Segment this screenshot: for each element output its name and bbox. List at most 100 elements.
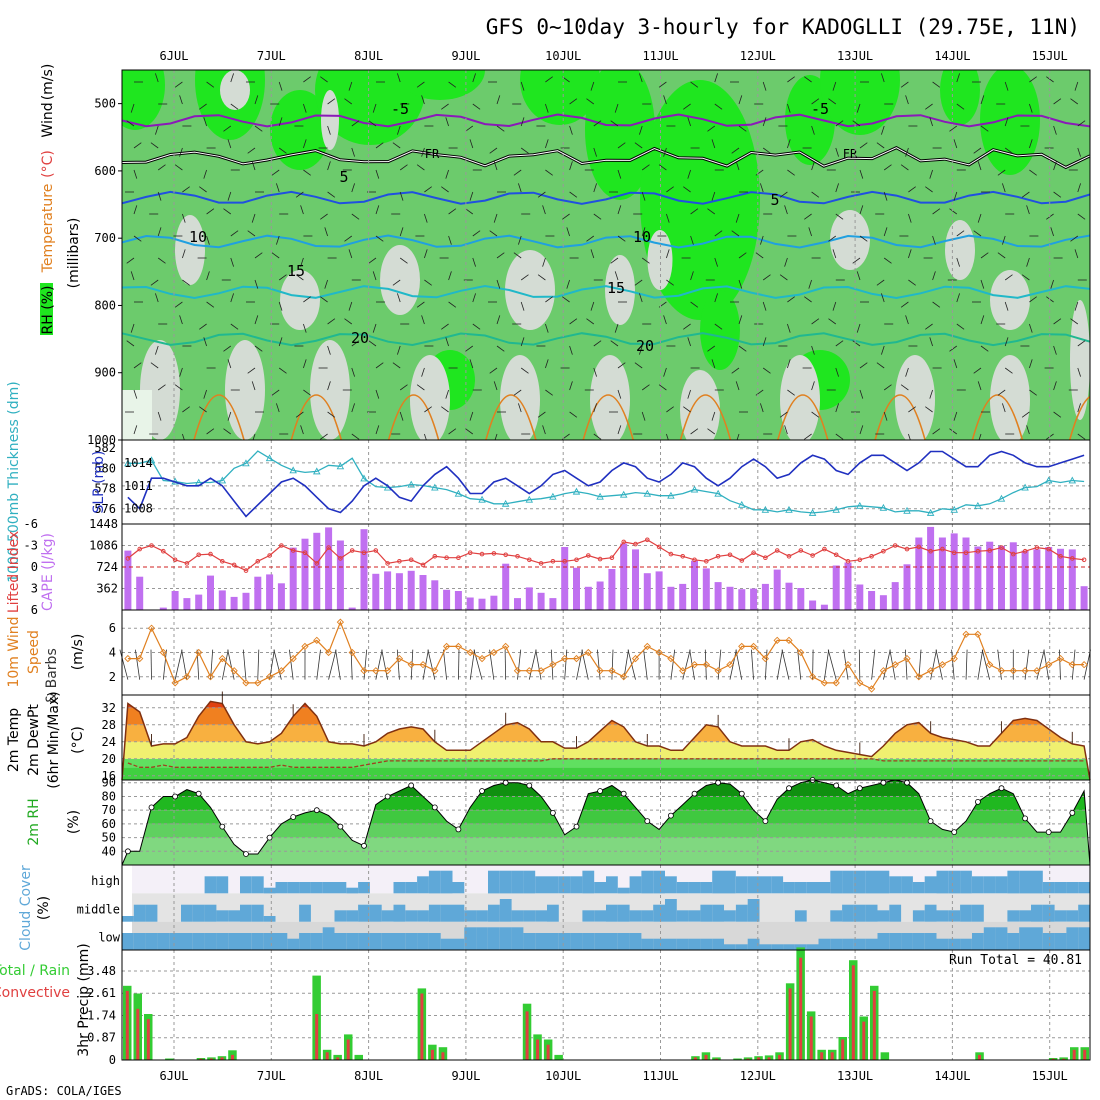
wind-barb — [133, 425, 138, 435]
wind-barb — [755, 252, 764, 259]
cape-bar — [348, 607, 356, 610]
rh-patch — [700, 290, 740, 370]
cloud-bar — [570, 933, 583, 950]
wind-barb — [881, 293, 885, 303]
cape-bar — [384, 571, 392, 610]
wind10m-point — [749, 642, 758, 651]
wind-barb — [566, 227, 570, 237]
wind-barb — [900, 384, 909, 391]
wind10m-point — [254, 679, 262, 687]
thickness-point — [619, 490, 628, 498]
wind-barb — [905, 147, 909, 157]
rh2m-point — [219, 823, 226, 830]
wind-barb — [1029, 103, 1033, 113]
cloud-bar — [181, 904, 193, 922]
cloud-bar — [889, 876, 902, 894]
cloud-bar — [582, 910, 595, 922]
wind-barb — [562, 296, 570, 303]
rh2m-point — [455, 826, 462, 833]
cloud-bar — [712, 904, 724, 922]
wind-barb — [1026, 425, 1030, 435]
thickness-point — [147, 456, 156, 464]
li-point — [845, 559, 851, 564]
wind-barb — [421, 315, 425, 325]
cloud-bar — [145, 904, 158, 922]
wind10m-point — [962, 630, 970, 638]
li-point — [987, 548, 993, 553]
wind-barb — [1050, 279, 1054, 289]
cape-bar — [750, 588, 758, 610]
rh-dry-patch — [280, 270, 320, 330]
cloud-bar — [417, 876, 429, 894]
cloud-bar — [145, 933, 158, 950]
wind10m-point — [856, 679, 864, 687]
cloud-bar — [830, 938, 843, 950]
wind-barb — [445, 389, 449, 399]
wind10m-point — [950, 654, 958, 663]
series-thickness-line — [127, 450, 1085, 514]
cloud-bar — [794, 944, 807, 950]
wind-barb — [663, 147, 667, 157]
wind-barb — [230, 230, 239, 237]
li-point — [527, 557, 532, 563]
li-point — [751, 550, 756, 556]
wind-barb — [206, 271, 210, 281]
wind-barb — [883, 649, 891, 680]
wind-barb — [513, 389, 522, 396]
convective-bar — [1062, 1058, 1066, 1060]
wind-barb — [182, 213, 186, 223]
rh2m-point — [738, 790, 745, 797]
wind-barb — [424, 279, 432, 286]
wind10m-point — [903, 654, 911, 663]
wind10m-point — [761, 654, 770, 663]
wind-barb — [441, 103, 449, 110]
cloud-bar — [641, 910, 654, 922]
cape-bar — [443, 589, 451, 610]
wind-barb — [320, 213, 328, 220]
date-label-top: 8JUL — [354, 49, 383, 63]
wind-barb — [762, 147, 771, 154]
li-point — [326, 545, 331, 550]
date-label-bottom: 15JUL — [1032, 1069, 1068, 1083]
wind-barb — [182, 279, 190, 286]
cloud-bar — [523, 870, 536, 894]
wind10m-point — [832, 679, 840, 687]
rh2m-point — [573, 823, 580, 830]
wind-barb — [566, 279, 570, 289]
wind-barb — [227, 411, 232, 421]
li-point — [963, 550, 969, 556]
li-point — [314, 561, 320, 566]
li-point — [479, 551, 485, 557]
wind-barb — [375, 235, 384, 242]
rh-dry-patch — [220, 70, 250, 110]
wind-barb — [835, 120, 844, 127]
wind-barb — [427, 649, 436, 680]
date-label-top: 7JUL — [257, 49, 286, 63]
wind-barb — [590, 81, 595, 91]
wind-barb — [230, 293, 234, 303]
thickness-point — [596, 492, 604, 500]
wind-barb — [1036, 649, 1045, 680]
wind-barb — [827, 649, 837, 680]
cape-bar — [490, 595, 498, 610]
wind10m-point — [431, 667, 439, 675]
panel-cloud-cover: high middle low — [77, 864, 1091, 951]
wind-barb — [859, 235, 868, 242]
rh-dry-patch — [590, 355, 630, 440]
cape-bar — [1045, 547, 1053, 610]
axis-label-wind10m-barbs: & Barbs — [44, 648, 60, 704]
axis-label-precip: 3hr Precip (mm) — [76, 943, 92, 1056]
rh2m-point — [691, 790, 698, 797]
wind-barb — [835, 367, 839, 377]
li-point — [739, 558, 745, 563]
wind10m-point — [395, 654, 404, 663]
wind-barb — [328, 649, 337, 680]
cloud-bar — [1054, 910, 1067, 922]
wind-barb — [949, 428, 958, 435]
rh2m-point — [408, 782, 415, 789]
wind-barb — [843, 649, 849, 680]
isotherm-warm — [387, 394, 440, 440]
axis-label-rh: RH (%) — [40, 286, 56, 335]
cloud-bar — [1054, 933, 1067, 950]
